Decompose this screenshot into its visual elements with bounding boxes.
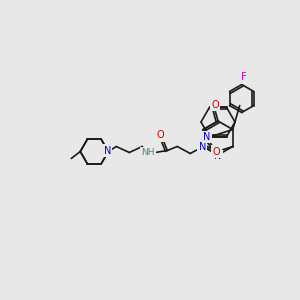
Text: N: N: [103, 146, 111, 155]
Text: O: O: [157, 130, 164, 140]
Text: O: O: [211, 100, 219, 110]
Text: O: O: [213, 147, 220, 157]
Text: N: N: [214, 151, 222, 161]
Text: F: F: [241, 73, 247, 82]
Text: N: N: [203, 132, 210, 142]
Text: N: N: [199, 142, 206, 152]
Text: NH: NH: [142, 148, 155, 157]
